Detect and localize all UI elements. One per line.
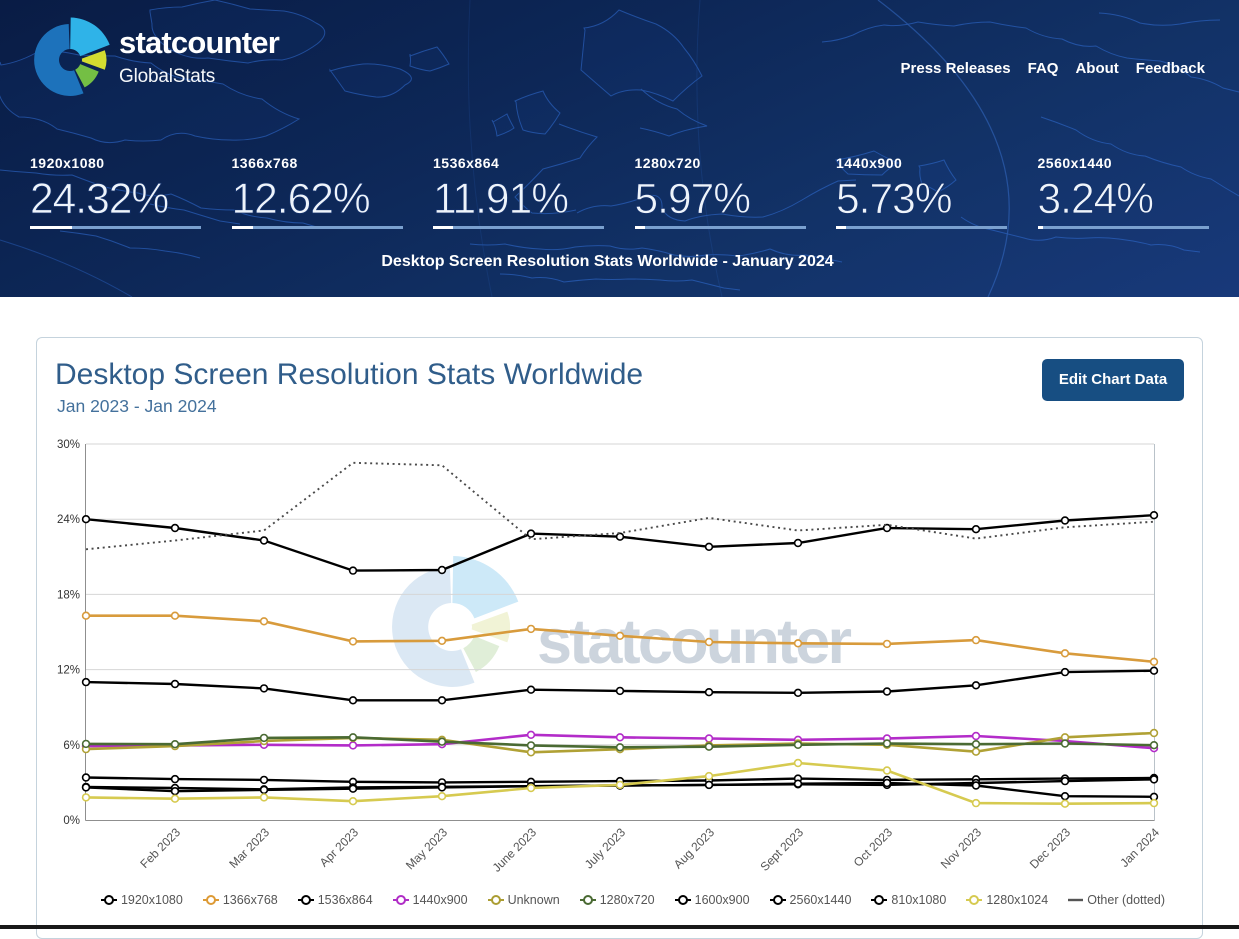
svg-text:June 2023: June 2023 — [490, 825, 540, 875]
svg-text:Oct 2023: Oct 2023 — [851, 825, 896, 870]
svg-text:6%: 6% — [63, 740, 80, 752]
svg-text:12%: 12% — [57, 665, 80, 677]
svg-text:24%: 24% — [57, 514, 80, 526]
svg-text:Dec 2023: Dec 2023 — [1027, 825, 1073, 871]
svg-text:18%: 18% — [57, 589, 80, 601]
svg-text:May 2023: May 2023 — [403, 825, 450, 872]
svg-text:July 2023: July 2023 — [582, 825, 628, 871]
svg-text:Nov 2023: Nov 2023 — [938, 825, 984, 871]
svg-text:0%: 0% — [63, 815, 80, 827]
svg-text:Feb 2023: Feb 2023 — [137, 825, 183, 871]
svg-text:30%: 30% — [57, 439, 80, 451]
svg-text:Apr 2023: Apr 2023 — [317, 825, 362, 870]
svg-text:Aug 2023: Aug 2023 — [671, 825, 717, 871]
svg-text:Sept 2023: Sept 2023 — [758, 825, 807, 874]
svg-text:Jan 2024: Jan 2024 — [1117, 825, 1162, 870]
svg-text:Mar 2023: Mar 2023 — [226, 825, 272, 871]
